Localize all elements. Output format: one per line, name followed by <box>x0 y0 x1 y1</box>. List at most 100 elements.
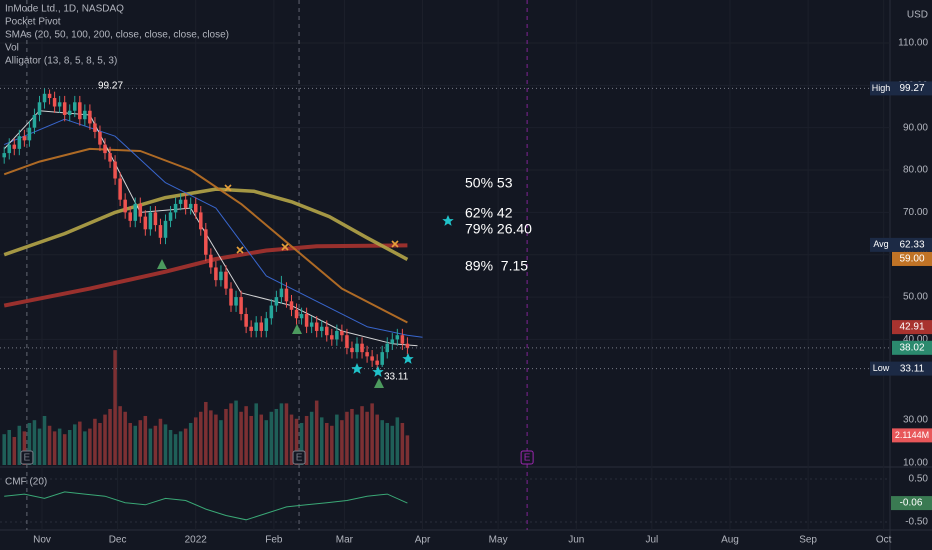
fib-annotation: 89% 7.15 <box>465 258 528 274</box>
volume-bar <box>133 425 138 465</box>
candle-body <box>118 178 122 200</box>
moving-average <box>3 147 408 324</box>
star <box>372 366 384 377</box>
x-tick-label: Nov <box>33 535 51 546</box>
volume-bar <box>254 403 258 465</box>
overlay-layer: InMode Ltd., 1D, NASDAQ Pocket Pivot SMA… <box>5 4 932 546</box>
candle-body <box>390 339 395 344</box>
candle-body <box>365 352 369 357</box>
indicator-label: Pocket Pivot <box>5 17 61 28</box>
volume-bar <box>204 401 208 465</box>
y-tick-label: 90.00 <box>903 122 928 133</box>
candle-body <box>123 199 127 213</box>
high-annotation: 99.27 <box>98 81 123 92</box>
price-tag-value: 38.02 <box>899 342 924 353</box>
volume-bar <box>143 415 148 465</box>
candle-body <box>73 102 77 111</box>
candle-body <box>27 127 32 141</box>
volume-bar <box>27 422 32 465</box>
candle-body <box>168 212 173 221</box>
x-tick-label: 2022 <box>185 535 208 546</box>
volume-bar <box>153 425 158 465</box>
candle-body <box>93 123 97 132</box>
candle-body <box>335 330 339 340</box>
star <box>402 353 414 364</box>
candle-body <box>204 229 208 255</box>
price-tag-box <box>892 320 932 335</box>
moving-average <box>3 243 408 308</box>
volume-bar <box>249 415 253 465</box>
price-tag-box <box>892 361 932 376</box>
volume-bar <box>319 417 324 465</box>
indicator-label: Alligator (13, 8, 5, 8, 5, 3) <box>5 56 117 67</box>
candle-body <box>249 326 253 331</box>
volume-bar <box>269 411 274 465</box>
volume-bar <box>375 414 379 465</box>
scale-label: 10.00 <box>903 458 928 469</box>
volume-bar <box>400 422 405 465</box>
candle-body <box>57 102 62 107</box>
volume-bar <box>83 431 87 465</box>
y-tick-label: 80.00 <box>903 165 928 176</box>
price-tag-name: Low <box>873 363 890 373</box>
candle-body <box>244 314 248 327</box>
candle-body <box>17 136 22 149</box>
volume-bar <box>158 418 163 465</box>
volume-bar <box>309 411 314 465</box>
crosses <box>224 184 399 254</box>
candle-body <box>7 144 12 154</box>
volume-bar <box>163 424 168 465</box>
candle-body <box>264 318 269 331</box>
candle-body <box>395 335 400 340</box>
candle-body <box>304 314 309 327</box>
candle-body <box>148 212 153 230</box>
cmf-tick-label: 0.50 <box>909 474 929 485</box>
price-tag-value: 62.33 <box>899 240 924 251</box>
x-tick-label: Oct <box>876 535 892 546</box>
volume-bar <box>173 434 178 465</box>
earnings-label: E <box>296 453 303 464</box>
price-tag-box <box>892 81 932 96</box>
volume-bar <box>239 411 243 465</box>
candle-body <box>360 343 364 353</box>
volume-bar <box>279 403 284 465</box>
candle-body <box>2 153 6 158</box>
volume-bar <box>52 431 57 465</box>
candle-body <box>209 254 213 268</box>
candle-body <box>163 220 168 238</box>
volume-bar <box>37 428 42 465</box>
y-tick-label: 70.00 <box>903 207 928 218</box>
candle-body <box>178 199 183 204</box>
star <box>442 215 454 226</box>
price-tag-value: 99.27 <box>899 83 924 94</box>
candle-body <box>355 343 359 353</box>
volume-bar <box>98 422 102 465</box>
volume-bar <box>138 420 143 465</box>
cmf-tag <box>891 496 932 511</box>
candle-body <box>299 314 304 319</box>
volume-bar <box>385 422 390 465</box>
volume-bar <box>78 421 82 465</box>
candle-body <box>128 212 132 221</box>
symbol-title: InMode Ltd., 1D, NASDAQ <box>5 4 124 15</box>
volume-bar <box>304 415 309 465</box>
candle-body <box>98 131 102 145</box>
volume-bar <box>370 403 374 465</box>
earnings-label: E <box>524 453 531 464</box>
volume-bar <box>32 420 37 465</box>
candle-body <box>239 297 243 315</box>
candle-body <box>103 144 107 154</box>
price-tag-box <box>892 251 932 266</box>
volume-bar <box>148 428 153 465</box>
candle-body <box>385 343 390 353</box>
cross <box>236 246 244 254</box>
volume-bar <box>345 411 349 465</box>
volume-bar <box>67 429 72 465</box>
volume-bar <box>103 414 107 465</box>
x-tick-label: Aug <box>721 535 739 546</box>
candle-body <box>325 326 329 336</box>
candle-body <box>340 330 344 336</box>
volume-bar <box>118 406 122 465</box>
indicator-label: SMAs (20, 50, 100, 200, close, close, cl… <box>5 30 229 41</box>
volume-bar <box>93 418 97 465</box>
